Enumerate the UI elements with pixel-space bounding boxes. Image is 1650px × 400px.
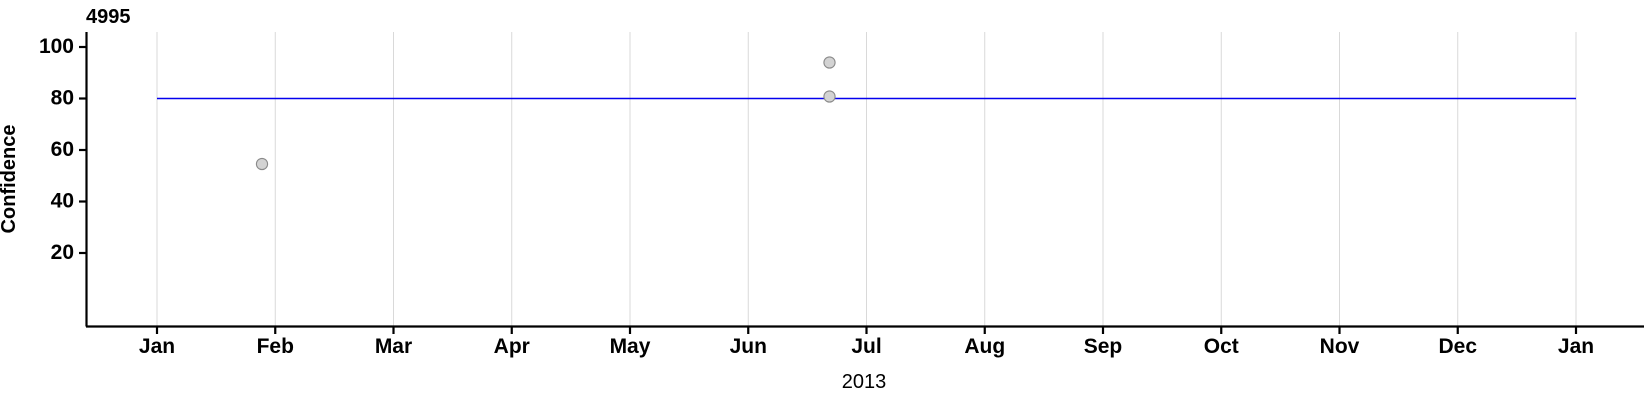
svg-text:Oct: Oct xyxy=(1204,335,1239,358)
svg-text:Sep: Sep xyxy=(1084,335,1123,358)
svg-text:Confidence: Confidence xyxy=(0,125,20,234)
svg-text:20: 20 xyxy=(51,241,74,264)
svg-text:May: May xyxy=(610,335,651,358)
svg-text:Jun: Jun xyxy=(730,335,767,358)
svg-text:Apr: Apr xyxy=(494,335,530,358)
svg-text:40: 40 xyxy=(51,190,74,213)
svg-text:Jul: Jul xyxy=(851,335,881,358)
svg-text:80: 80 xyxy=(51,87,74,110)
svg-text:100: 100 xyxy=(39,35,74,58)
svg-text:Feb: Feb xyxy=(257,335,294,358)
svg-text:Jan: Jan xyxy=(1558,335,1594,358)
svg-text:2013: 2013 xyxy=(842,371,887,393)
svg-text:4995: 4995 xyxy=(86,6,131,28)
svg-text:Nov: Nov xyxy=(1320,335,1360,358)
svg-text:Mar: Mar xyxy=(375,335,412,358)
svg-text:Aug: Aug xyxy=(964,335,1005,358)
svg-text:Jan: Jan xyxy=(139,335,175,358)
svg-text:60: 60 xyxy=(51,138,74,161)
svg-text:Dec: Dec xyxy=(1438,335,1477,358)
